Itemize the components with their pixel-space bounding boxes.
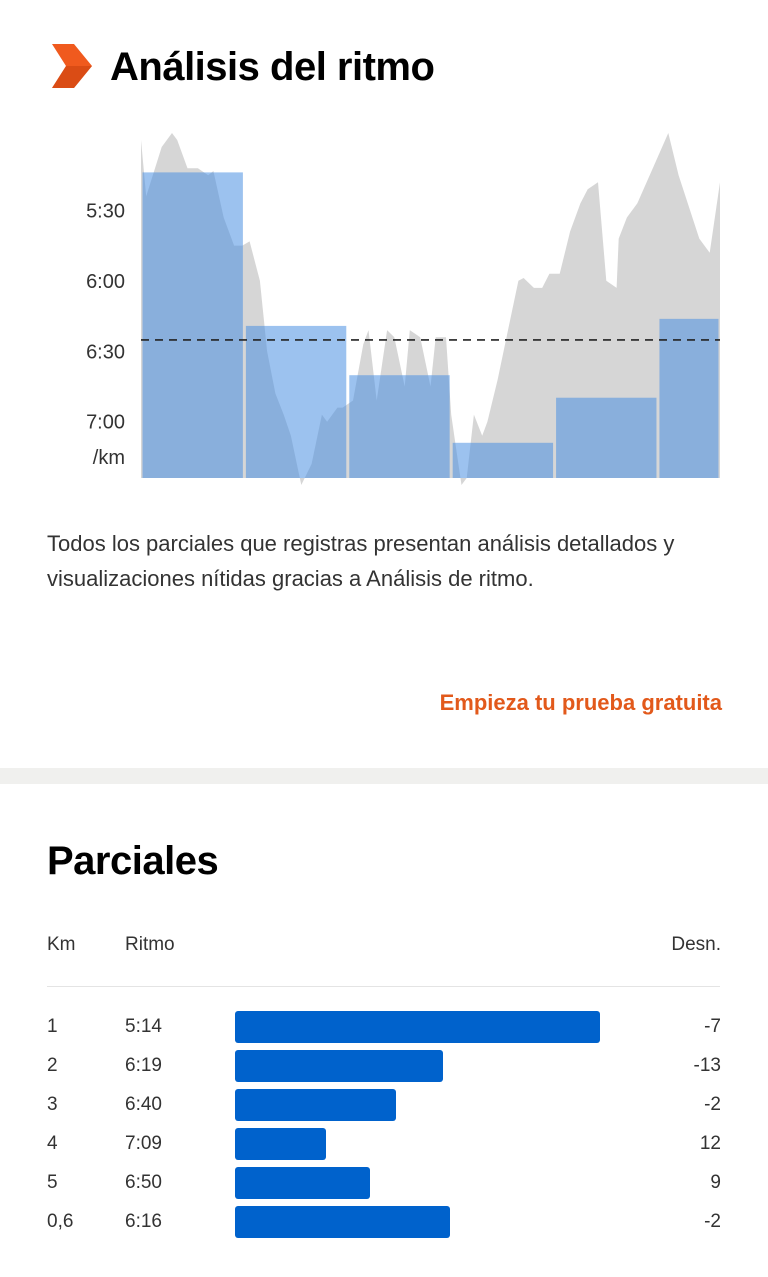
split-pace-bar — [235, 1167, 371, 1199]
split-row: 1 5:14 -7 — [0, 1011, 768, 1043]
pace-bar — [556, 397, 657, 478]
pace-area-profile — [141, 133, 720, 485]
pace-analysis-title: Análisis del ritmo — [110, 45, 435, 89]
header-km: Km — [47, 934, 76, 955]
split-pace: 5:14 — [125, 1016, 162, 1037]
split-pace: 6:19 — [125, 1055, 162, 1076]
split-row: 0,6 6:16 -2 — [0, 1206, 768, 1238]
y-tick-label: 6:00 — [86, 271, 125, 293]
split-pace: 6:40 — [125, 1094, 162, 1115]
pace-bar — [142, 172, 243, 478]
splits-header-divider — [47, 986, 720, 987]
header-pace: Ritmo — [125, 934, 175, 955]
split-pace-bar — [235, 1050, 444, 1082]
y-unit-label: /km — [93, 447, 125, 469]
orange-chevron-logo-icon — [52, 44, 92, 88]
pace-analysis-description: Todos los parciales que registras presen… — [47, 531, 675, 591]
split-km: 1 — [47, 1016, 58, 1037]
split-pace: 7:09 — [125, 1133, 162, 1154]
start-free-trial-link[interactable]: Empieza tu prueba gratuita — [439, 690, 722, 715]
pace-bar — [245, 325, 347, 478]
pace-bar — [349, 375, 450, 478]
y-tick-label: 7:00 — [86, 412, 125, 434]
y-tick-label: 6:30 — [86, 341, 125, 363]
split-km: 4 — [47, 1133, 58, 1154]
splits-header: Km Ritmo Desn. — [0, 934, 768, 964]
split-elevation: 12 — [699, 1133, 721, 1154]
split-km: 2 — [47, 1055, 58, 1076]
split-row: 2 6:19 -13 — [0, 1050, 768, 1082]
split-elevation: 9 — [710, 1172, 721, 1193]
pace-bar — [659, 318, 719, 478]
pace-chart[interactable]: 5:30 6:00 6:30 7:00/km — [0, 130, 768, 490]
pace-analysis-section: Análisis del ritmo 5:30 6:00 6:30 7:00/km T… — [0, 44, 768, 715]
split-pace-bar — [235, 1011, 600, 1043]
split-row: 4 7:09 12 — [0, 1128, 768, 1160]
split-pace: 6:16 — [125, 1211, 162, 1232]
split-pace-bar — [235, 1206, 451, 1238]
splits-title: Parciales — [47, 839, 219, 883]
split-km: 5 — [47, 1172, 58, 1193]
section-divider — [0, 768, 768, 784]
header-elevation: Desn. — [671, 934, 721, 955]
split-km: 3 — [47, 1094, 58, 1115]
split-elevation: -2 — [704, 1211, 721, 1232]
splits-section: Parciales Km Ritmo Desn. 1 5:14 -7 2 6:1… — [0, 784, 768, 1277]
y-tick-label: 5:30 — [86, 200, 125, 222]
split-row: 3 6:40 -2 — [0, 1089, 768, 1121]
split-pace-bar — [235, 1128, 327, 1160]
split-row: 5 6:50 9 — [0, 1167, 768, 1199]
split-km: 0,6 — [47, 1211, 74, 1232]
pace-bar — [452, 442, 554, 478]
split-pace-bar — [235, 1089, 396, 1121]
split-elevation: -13 — [693, 1055, 721, 1076]
split-pace: 6:50 — [125, 1172, 162, 1193]
split-elevation: -2 — [704, 1094, 721, 1115]
split-elevation: -7 — [704, 1016, 721, 1037]
